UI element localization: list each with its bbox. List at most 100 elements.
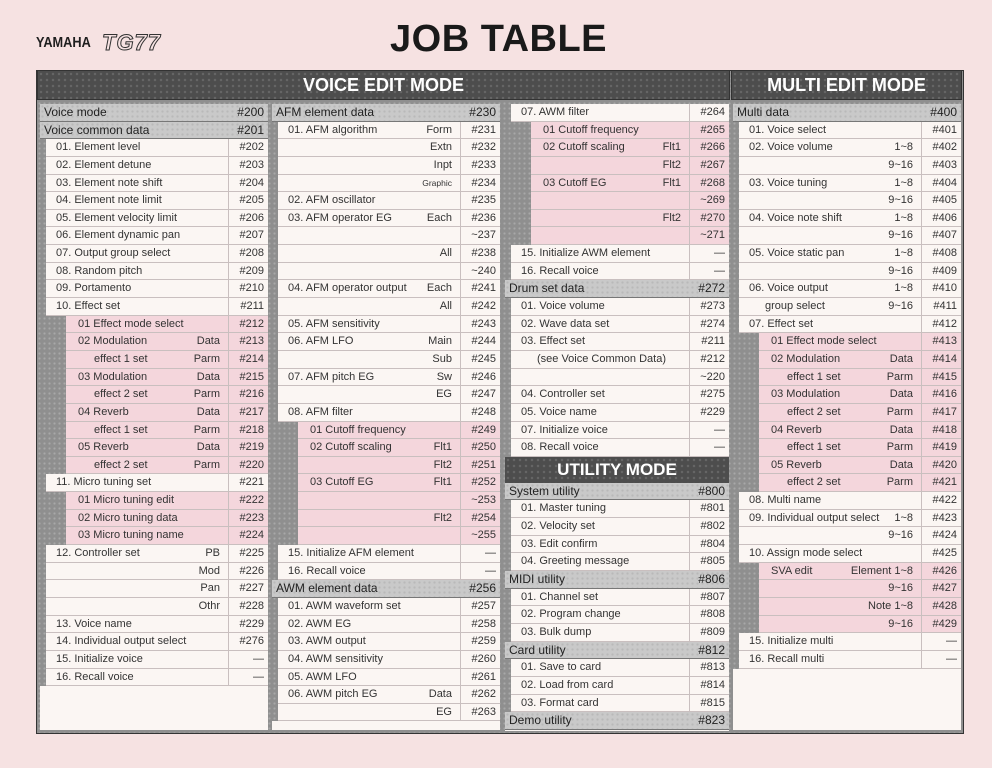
row-background bbox=[46, 262, 268, 281]
row-background bbox=[298, 421, 500, 440]
job-name: 05. AWM LFO bbox=[288, 670, 357, 683]
job-sub-label: Parm bbox=[886, 476, 913, 489]
section-header-row: MIDI utility #806 bbox=[505, 571, 729, 589]
section-header-row: Drum set data #272 bbox=[505, 280, 729, 299]
job-row: 07. Effect set #412 bbox=[733, 315, 961, 334]
job-name: 08. Recall voice bbox=[521, 441, 599, 454]
job-sub-label: Flt1 bbox=[433, 441, 452, 454]
job-sub-label: Flt2 bbox=[433, 458, 452, 471]
job-row: Graphic #234 bbox=[272, 174, 500, 193]
row-background bbox=[511, 333, 729, 351]
job-name: 03 Cutoff EG bbox=[543, 176, 607, 189]
job-name: 07. Output group select bbox=[56, 247, 171, 260]
row-background bbox=[278, 386, 500, 404]
job-number: #215 bbox=[228, 368, 268, 387]
job-number: #216 bbox=[228, 386, 268, 404]
job-row: 05. AFM sensitivity #243 bbox=[272, 315, 500, 334]
job-name: effect 2 set bbox=[94, 388, 148, 401]
row-background bbox=[531, 192, 729, 210]
job-number: #814 bbox=[689, 676, 729, 695]
job-number: #401 bbox=[921, 121, 961, 140]
job-number: #812 bbox=[698, 642, 725, 657]
job-name: 05. Voice name bbox=[521, 405, 597, 418]
job-row: 02. AFM oscillator #235 bbox=[272, 192, 500, 210]
job-row: effect 1 set Parm #415 bbox=[733, 368, 961, 387]
job-row: 03. AWM output #259 bbox=[272, 633, 500, 651]
job-name: 02. AWM EG bbox=[288, 617, 352, 630]
row-background bbox=[278, 298, 500, 316]
job-row: 06. AFM LFO Main #244 bbox=[272, 333, 500, 351]
row-background bbox=[505, 280, 729, 299]
row-background bbox=[531, 227, 729, 246]
row-background bbox=[46, 668, 268, 687]
job-name: 15. Initialize multi bbox=[749, 635, 834, 648]
job-number: #422 bbox=[921, 492, 961, 510]
job-row: 04. Controller set #275 bbox=[505, 386, 729, 404]
job-sub-label: 9~16 bbox=[888, 229, 913, 242]
job-number: #416 bbox=[921, 386, 961, 404]
job-row: Extn #232 bbox=[272, 139, 500, 157]
row-background bbox=[278, 668, 500, 687]
job-row: 02 Modulation Data #414 bbox=[733, 350, 961, 369]
job-number: #247 bbox=[460, 386, 500, 404]
job-name: Card utility bbox=[509, 642, 566, 657]
job-row: ~237 bbox=[272, 227, 500, 246]
job-name: 01 Cutoff frequency bbox=[543, 123, 639, 136]
job-name: (see Voice Common Data) bbox=[537, 352, 666, 365]
job-number: #203 bbox=[228, 156, 268, 175]
row-background bbox=[298, 439, 500, 457]
row-background bbox=[759, 439, 961, 457]
job-row: Mod #226 bbox=[40, 562, 268, 581]
row-background bbox=[278, 703, 500, 722]
row-background bbox=[278, 686, 500, 704]
row-background bbox=[759, 403, 961, 422]
job-name: 07. Effect set bbox=[749, 317, 814, 330]
job-sub-label: 9~16 bbox=[888, 158, 913, 171]
yamaha-logo: YAMAHA bbox=[36, 34, 91, 51]
job-row: 9~16 #427 bbox=[733, 580, 961, 598]
row-background bbox=[511, 350, 729, 369]
job-number: #813 bbox=[689, 659, 729, 677]
row-background bbox=[278, 545, 500, 563]
job-number: #241 bbox=[460, 280, 500, 299]
job-number: #415 bbox=[921, 368, 961, 387]
multi-edit-mode-banner: MULTI EDIT MODE bbox=[731, 70, 962, 100]
job-sub-label: 9~16 bbox=[888, 582, 913, 595]
job-row: 07. Initialize voice — bbox=[505, 421, 729, 440]
job-number: #200 bbox=[237, 105, 264, 119]
job-name: 04. Controller set bbox=[521, 388, 605, 401]
job-number: #252 bbox=[460, 474, 500, 493]
job-sub-label: Flt1 bbox=[662, 176, 681, 189]
job-name: 07. Initialize voice bbox=[521, 423, 608, 436]
job-number: #421 bbox=[921, 474, 961, 493]
job-number: #213 bbox=[228, 333, 268, 351]
row-background bbox=[66, 368, 268, 387]
job-sub-label: 1~8 bbox=[894, 282, 913, 295]
job-name: effect 1 set bbox=[94, 423, 148, 436]
row-background bbox=[278, 368, 500, 387]
job-number: #809 bbox=[689, 623, 729, 642]
job-number: #205 bbox=[228, 192, 268, 210]
job-name: 04. Greeting message bbox=[521, 555, 630, 568]
job-number: #230 bbox=[469, 105, 496, 119]
job-number: #276 bbox=[228, 633, 268, 651]
job-sub-label: EG bbox=[436, 705, 452, 718]
job-row: 05. Voice static pan 1~8 #408 bbox=[733, 245, 961, 263]
section-header-row: AFM element data #230 bbox=[272, 104, 500, 122]
job-row: 02. Load from card #814 bbox=[505, 676, 729, 695]
job-row: All #238 bbox=[272, 245, 500, 263]
job-number: #275 bbox=[689, 386, 729, 404]
job-row: 03. Edit confirm #804 bbox=[505, 535, 729, 554]
row-background bbox=[511, 368, 729, 387]
row-background bbox=[511, 535, 729, 554]
row-background bbox=[505, 482, 729, 501]
row-background bbox=[759, 386, 961, 404]
job-row: 01. Voice select #401 bbox=[733, 121, 961, 140]
job-number: #227 bbox=[228, 580, 268, 598]
job-name: 11. Micro tuning set bbox=[56, 476, 152, 489]
job-row: 02. AWM EG #258 bbox=[272, 615, 500, 634]
job-number: #261 bbox=[460, 668, 500, 687]
job-row: SVA edit Element 1~8 #426 bbox=[733, 562, 961, 581]
job-name: 01. AWM waveform set bbox=[288, 599, 401, 612]
job-name: 07. AWM filter bbox=[521, 106, 590, 118]
